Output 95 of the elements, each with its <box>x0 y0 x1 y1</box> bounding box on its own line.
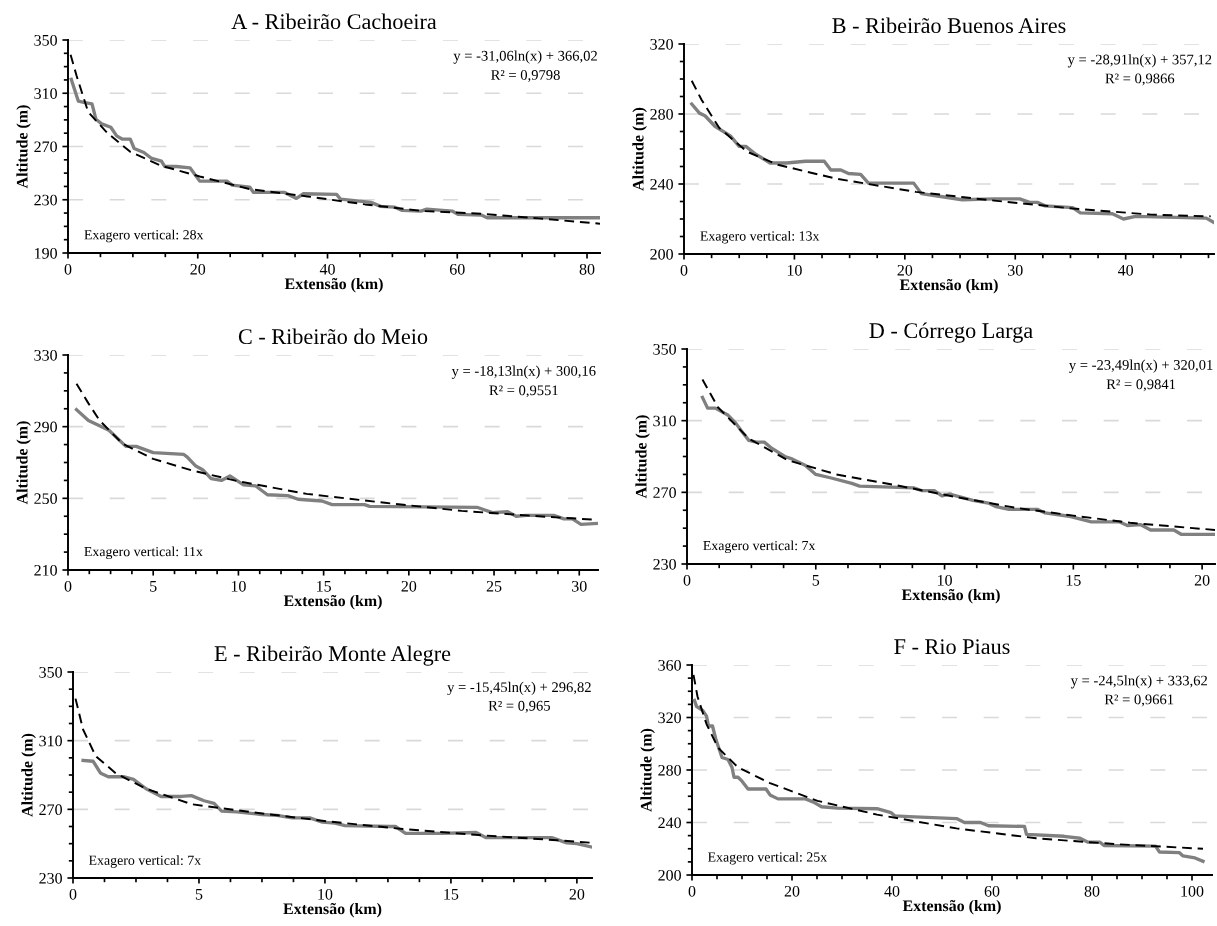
x-tick-label: 60 <box>449 263 465 275</box>
y-tick-label: 310 <box>653 415 676 427</box>
y-tick-label: 280 <box>650 108 673 120</box>
annotation: Exagero vertical: 7x <box>703 540 816 554</box>
y-tick-label: 330 <box>34 349 57 361</box>
y-tick-label: 240 <box>650 178 673 190</box>
y-tick-label: 230 <box>39 872 62 884</box>
x-tick-label: 5 <box>195 889 203 900</box>
x-tick-label: 80 <box>579 263 595 275</box>
x-axis-title: Extensão (km) <box>283 594 382 610</box>
y-tick-label: 320 <box>650 38 673 50</box>
annotation: Exagero vertical: 13x <box>700 230 820 244</box>
chart-title: B - Ribeirão Buenos Aires <box>832 17 1066 34</box>
x-tick-label: 80 <box>1084 885 1100 897</box>
annotation: y = -18,13ln(x) + 300,16 <box>451 365 596 379</box>
x-tick-label: 20 <box>1194 574 1210 586</box>
x-tick-label: 0 <box>64 580 72 592</box>
y-tick-label: 200 <box>650 248 673 260</box>
x-tick-label: 10 <box>937 574 952 586</box>
x-tick-label: 20 <box>569 888 585 900</box>
annotation: R² = 0,9866 <box>1105 73 1175 86</box>
x-tick-label: 20 <box>784 885 800 897</box>
x-tick-label: 40 <box>884 885 900 897</box>
annotation: Exagero vertical: 25x <box>708 851 827 865</box>
y-tick-label: 310 <box>34 88 57 99</box>
x-tick-label: 0 <box>688 885 696 897</box>
y-tick-label: 270 <box>34 141 57 153</box>
x-tick-label: 10 <box>231 580 246 592</box>
chart-title: D - Córrego Larga <box>869 322 1033 343</box>
annotation: y = -23,49ln(x) + 320,01 <box>1069 359 1213 373</box>
y-tick-label: 250 <box>34 493 57 505</box>
y-tick-label: 230 <box>34 194 57 206</box>
x-tick-label: 15 <box>317 580 331 592</box>
y-tick-label: 270 <box>39 804 62 816</box>
y-tick-label: 360 <box>658 659 681 671</box>
y-tick-label: 350 <box>39 666 62 678</box>
chart-title: E - Ribeirão Monte Alegre <box>214 645 451 666</box>
x-axis-title: Extensão (km) <box>283 902 382 918</box>
annotation: Exagero vertical: 7x <box>88 855 201 868</box>
chart-title: C - Ribeirão do Meio <box>238 328 428 345</box>
annotation: R² = 0,9798 <box>491 70 560 82</box>
x-tick-label: 40 <box>1117 264 1134 276</box>
annotation: Exagero vertical: 28x <box>84 229 204 243</box>
x-tick-label: 25 <box>486 580 502 592</box>
x-tick-label: 20 <box>401 580 417 592</box>
y-tick-label: 320 <box>658 712 681 724</box>
y-tick-label: 200 <box>658 869 681 881</box>
y-tick-label: 280 <box>658 764 681 776</box>
y-tick-label: 270 <box>653 487 676 499</box>
x-tick-label: 5 <box>812 575 820 586</box>
y-tick-label: 240 <box>658 817 681 829</box>
y-tick-label: 350 <box>653 343 676 355</box>
x-tick-label: 30 <box>1008 264 1023 276</box>
x-tick-label: 15 <box>1066 574 1081 586</box>
y-axis-title: Altitude (m) <box>16 421 31 505</box>
x-tick-label: 10 <box>787 264 802 276</box>
annotation: R² = 0,965 <box>488 700 550 713</box>
annotation: y = -24,5ln(x) + 333,62 <box>1070 675 1207 689</box>
y-axis-title: Altitude (m) <box>21 733 36 817</box>
y-tick-label: 350 <box>34 34 57 46</box>
x-axis-title: Extensão (km) <box>899 278 998 294</box>
chart-title: F - Rio Piaus <box>894 639 1010 655</box>
chart-title: A - Ribeirão Cachoeira <box>231 13 437 30</box>
y-tick-label: 310 <box>39 735 62 747</box>
x-tick-label: 0 <box>69 888 77 900</box>
annotation: y = -31,06ln(x) + 366,02 <box>453 50 597 64</box>
x-axis-title: Extensão (km) <box>901 588 1000 604</box>
x-tick-label: 0 <box>64 263 72 275</box>
x-tick-label: 0 <box>680 264 688 276</box>
annotation: Exagero vertical: 11x <box>84 546 203 560</box>
y-tick-label: 290 <box>34 421 57 433</box>
x-tick-label: 20 <box>190 263 206 275</box>
x-tick-label: 0 <box>683 574 691 586</box>
annotation: y = -28,91ln(x) + 357,12 <box>1067 54 1212 68</box>
annotation: R² = 0,9841 <box>1106 379 1176 392</box>
y-axis-title: Altitude (m) <box>16 105 31 189</box>
x-tick-label: 15 <box>444 888 459 900</box>
annotation: y = -15,45ln(x) + 296,82 <box>447 681 591 696</box>
annotation: R² = 0,9661 <box>1104 694 1174 707</box>
y-axis-title: Altitude (m) <box>635 415 650 499</box>
y-tick-label: 190 <box>35 247 57 259</box>
x-tick-label: 100 <box>1181 885 1204 897</box>
x-axis-title: Extensão (km) <box>284 277 383 293</box>
annotation: R² = 0,9551 <box>489 385 558 398</box>
x-tick-label: 20 <box>897 264 913 276</box>
y-axis-title: Altitude (m) <box>632 107 647 191</box>
y-tick-label: 210 <box>34 564 57 576</box>
x-tick-label: 5 <box>150 581 157 592</box>
x-tick-label: 60 <box>984 885 1000 897</box>
y-axis-title: Altitude (m) <box>640 728 655 812</box>
x-tick-label: 30 <box>572 580 587 592</box>
x-axis-title: Extensão (km) <box>902 899 1001 915</box>
y-tick-label: 230 <box>653 558 676 570</box>
x-tick-label: 40 <box>319 263 335 275</box>
x-tick-label: 10 <box>318 888 333 900</box>
